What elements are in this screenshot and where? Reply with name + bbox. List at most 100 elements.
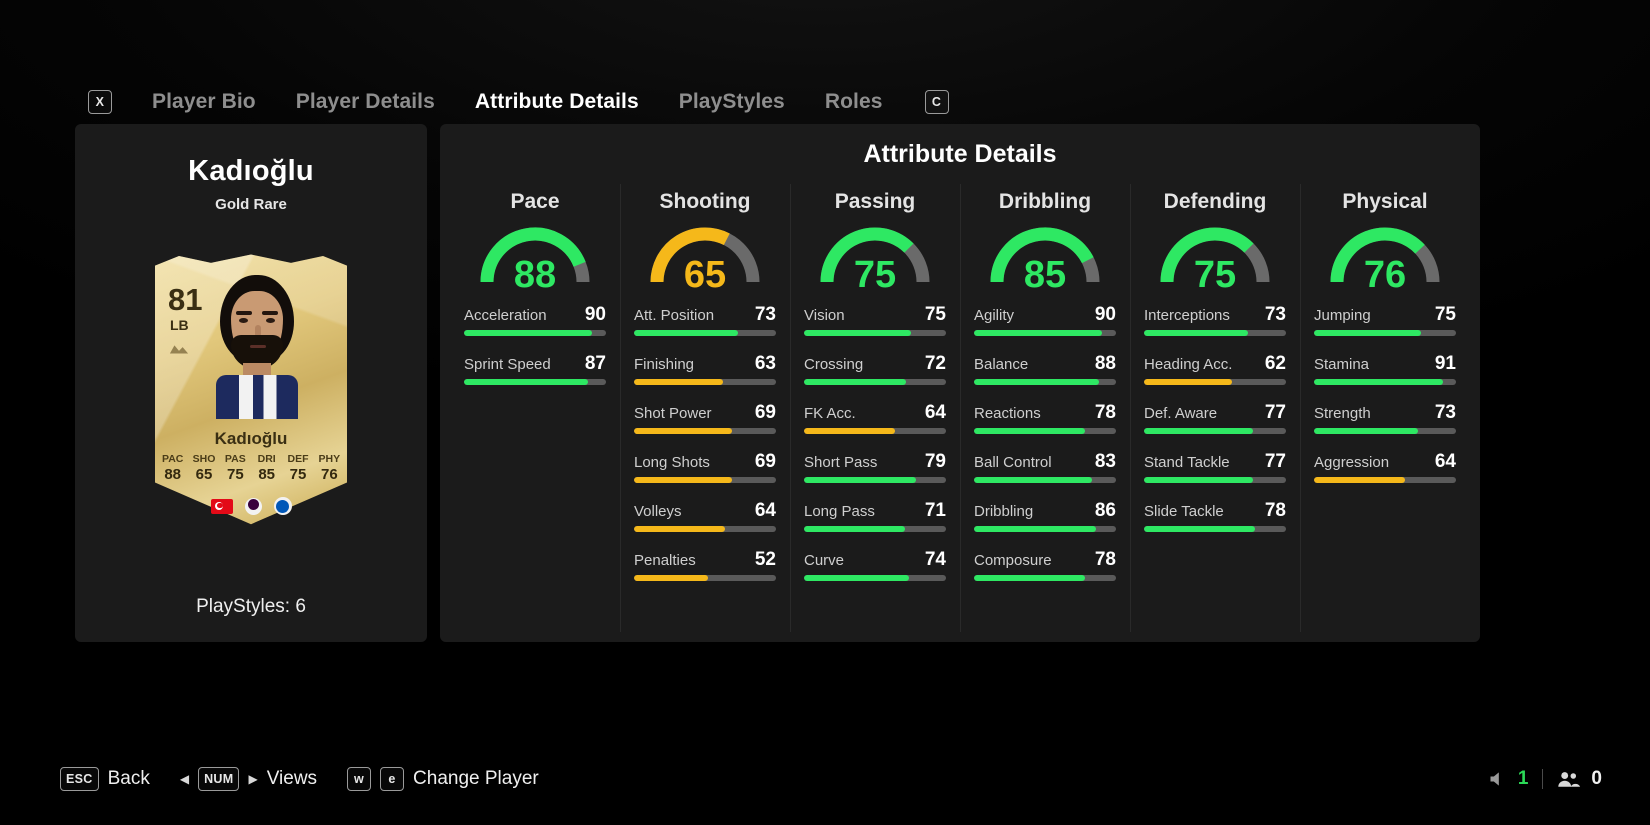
footer-key[interactable]: ESC — [60, 767, 99, 791]
stat-bar-fill — [974, 477, 1092, 483]
stat-bar — [634, 477, 776, 483]
footer-key[interactable]: e — [380, 767, 405, 791]
footer-action[interactable]: ESC Back — [60, 767, 150, 791]
stat-item: Ball Control 83 — [974, 451, 1116, 483]
stat-bar — [804, 379, 946, 385]
stat-value: 75 — [1434, 304, 1456, 325]
tab-player-details[interactable]: Player Details — [295, 90, 435, 113]
column-title: Defending — [1163, 190, 1267, 213]
stat-bar — [804, 575, 946, 581]
tab-attribute-details[interactable]: Attribute Details — [474, 90, 639, 113]
attribute-column-pace: Pace 88 Acceleration 90 Sprint Speed 87 — [450, 184, 620, 632]
stat-bar-fill — [1144, 428, 1254, 434]
stat-item: Aggression 64 — [1314, 451, 1456, 483]
stat-item: Balance 88 — [974, 353, 1116, 385]
footer-key[interactable]: w — [347, 767, 372, 791]
stat-bar — [634, 330, 776, 336]
player-name: Kadıoğlu — [188, 155, 314, 187]
stat-bar — [1144, 477, 1286, 483]
tab-roles[interactable]: Roles — [824, 90, 883, 113]
page-title: Attribute Details — [863, 140, 1057, 168]
footer-action-label: Views — [266, 768, 318, 789]
footer-action[interactable]: w e Change Player — [347, 767, 539, 791]
stat-item: Stand Tackle 77 — [1144, 451, 1286, 483]
stat-label: Heading Acc. — [1144, 356, 1233, 373]
overall-gauge: 76 — [1323, 224, 1447, 294]
footer-actions: ESC Back ◀ NUM ▶ Views w e Change Player — [60, 767, 539, 791]
stat-bar-fill — [1314, 330, 1421, 336]
stat-value: 78 — [1264, 500, 1286, 521]
footer-key[interactable]: NUM — [198, 767, 240, 791]
card-stat-value: 76 — [320, 466, 338, 483]
stat-item: Stamina 91 — [1314, 353, 1456, 385]
stat-value: 69 — [754, 451, 776, 472]
prev-view-key[interactable]: X — [88, 90, 112, 114]
stat-label: Short Pass — [804, 454, 878, 471]
stat-value: 73 — [1434, 402, 1456, 423]
stat-bar-fill — [634, 526, 725, 532]
player-card[interactable]: 81 LB Kadıoğlu PAC SHO PAS DRI D — [151, 249, 351, 527]
attribute-column-passing: Passing 75 Vision 75 Crossing 72 FK Acc. 64 Shor… — [790, 184, 960, 632]
card-stat-label: SHO — [192, 453, 216, 465]
stat-label: Stand Tackle — [1144, 454, 1230, 471]
stat-value: 90 — [584, 304, 606, 325]
right-arrow-icon[interactable]: ▶ — [248, 772, 258, 786]
stat-bar-fill — [1314, 428, 1418, 434]
stat-bar — [1144, 330, 1286, 336]
card-badges — [151, 497, 351, 515]
stat-bar — [1144, 526, 1286, 532]
stat-bar — [634, 575, 776, 581]
stat-value: 72 — [924, 353, 946, 374]
speaker-icon[interactable] — [1488, 769, 1508, 789]
stat-bar — [1314, 330, 1456, 336]
stat-item: Composure 78 — [974, 549, 1116, 581]
stat-value: 90 — [1094, 304, 1116, 325]
stat-item: Short Pass 79 — [804, 451, 946, 483]
stat-label: Volleys — [634, 503, 682, 520]
stat-item: Acceleration 90 — [464, 304, 606, 336]
stat-bar — [1314, 379, 1456, 385]
left-arrow-icon[interactable]: ◀ — [179, 772, 190, 786]
people-icon[interactable] — [1557, 770, 1581, 788]
stat-bar-fill — [1314, 379, 1444, 385]
card-stat-value: 75 — [226, 466, 244, 483]
stat-item: Long Pass 71 — [804, 500, 946, 532]
stat-list: Att. Position 73 Finishing 63 Shot Power 69 Lo… — [620, 304, 790, 581]
stat-bar-fill — [464, 330, 592, 336]
stat-item: Curve 74 — [804, 549, 946, 581]
stat-bar-fill — [974, 330, 1102, 336]
stat-bar — [634, 428, 776, 434]
tab-playstyles[interactable]: PlayStyles — [678, 90, 785, 113]
stat-list: Vision 75 Crossing 72 FK Acc. 64 Short Pass 79 L… — [790, 304, 960, 581]
stat-value: 78 — [1094, 402, 1116, 423]
stat-item: Crossing 72 — [804, 353, 946, 385]
stat-bar-fill — [1144, 526, 1255, 532]
stat-bar — [974, 379, 1116, 385]
footer-action[interactable]: ◀ NUM ▶ Views — [180, 767, 317, 791]
stat-value: 52 — [754, 549, 776, 570]
stat-value: 64 — [1434, 451, 1456, 472]
stat-label: Composure — [974, 552, 1052, 569]
stat-value: 69 — [754, 402, 776, 423]
stat-item: Vision 75 — [804, 304, 946, 336]
footer-divider — [1542, 769, 1544, 789]
stat-bar — [1314, 477, 1456, 483]
stat-item: Finishing 63 — [634, 353, 776, 385]
overall-value: 75 — [1193, 254, 1237, 296]
stat-bar-fill — [634, 379, 724, 385]
attribute-column-physical: Physical 76 Jumping 75 Stamina 91 Strength 73 Ag… — [1300, 184, 1470, 632]
tab-player-bio[interactable]: Player Bio — [152, 90, 256, 113]
footer-action-label: Back — [107, 768, 150, 789]
stat-bar-fill — [974, 575, 1085, 581]
attribute-column-shooting: Shooting 65 Att. Position 73 Finishing 63 Shot… — [620, 184, 790, 632]
stat-list: Agility 90 Balance 88 Reactions 78 Ball Contro… — [960, 304, 1130, 581]
stat-label: FK Acc. — [804, 405, 856, 422]
player-rarity: Gold Rare — [215, 196, 287, 213]
stat-item: Slide Tackle 78 — [1144, 500, 1286, 532]
card-stat-value: 88 — [164, 466, 181, 483]
stat-bar — [974, 428, 1116, 434]
stat-value: 79 — [924, 451, 946, 472]
stat-value: 62 — [1264, 353, 1286, 374]
stat-value: 78 — [1094, 549, 1116, 570]
next-view-key[interactable]: C — [924, 90, 949, 114]
